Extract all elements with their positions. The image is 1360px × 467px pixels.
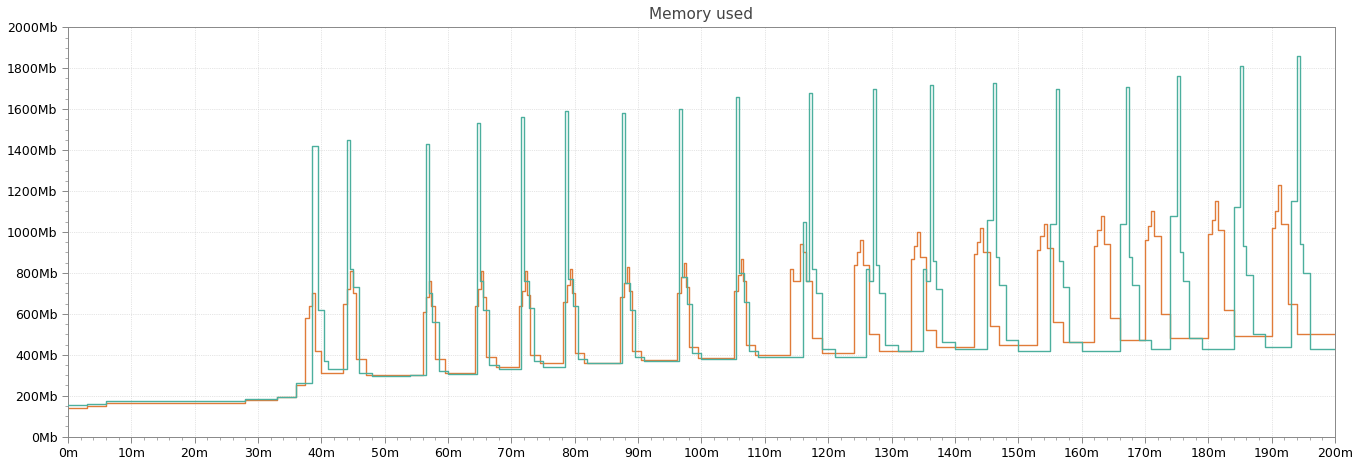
Title: Memory used: Memory used: [650, 7, 753, 22]
